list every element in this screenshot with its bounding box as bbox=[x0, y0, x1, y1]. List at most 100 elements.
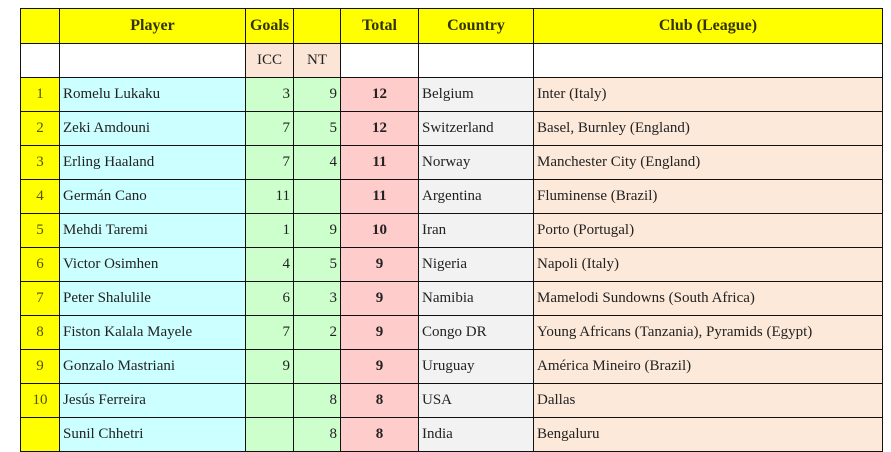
cell-country: USA bbox=[418, 383, 534, 418]
header-country: Country bbox=[418, 8, 534, 44]
cell-club: Dallas bbox=[533, 383, 883, 418]
cell-nt: 9 bbox=[293, 213, 341, 248]
cell-total: 9 bbox=[340, 281, 419, 316]
cell-rank: 10 bbox=[20, 383, 60, 418]
cell-country: Argentina bbox=[418, 179, 534, 214]
cell-icc: 1 bbox=[245, 213, 294, 248]
header-total: Total bbox=[340, 8, 419, 44]
cell-country: Uruguay bbox=[418, 349, 534, 384]
cell-total: 11 bbox=[340, 179, 419, 214]
subheader-row: ICC NT bbox=[20, 43, 883, 78]
cell-total: 12 bbox=[340, 111, 419, 146]
cell-nt: 5 bbox=[293, 111, 341, 146]
table-row: 1 Romelu Lukaku 3 9 12 Belgium Inter (Italy) bbox=[20, 77, 883, 112]
cell-icc bbox=[245, 383, 294, 418]
table-row: 3 Erling Haaland 7 4 11 Norway Manchester City… bbox=[20, 145, 883, 180]
cell-player: Erling Haaland bbox=[59, 145, 246, 180]
subheader-empty bbox=[418, 43, 534, 78]
cell-country: Belgium bbox=[418, 77, 534, 112]
cell-club: Bengaluru bbox=[533, 417, 883, 452]
cell-country: Norway bbox=[418, 145, 534, 180]
cell-club: América Mineiro (Brazil) bbox=[533, 349, 883, 384]
cell-rank: 1 bbox=[20, 77, 60, 112]
subheader-empty bbox=[340, 43, 419, 78]
cell-club: Basel, Burnley (England) bbox=[533, 111, 883, 146]
header-goals-2 bbox=[293, 8, 341, 44]
header-goals: Goals bbox=[245, 8, 294, 44]
cell-nt: 8 bbox=[293, 417, 341, 452]
table-row: Sunil Chhetri 8 8 India Bengaluru bbox=[20, 417, 883, 452]
table-row: 10 Jesús Ferreira 8 8 USA Dallas bbox=[20, 383, 883, 418]
table-row: 7 Peter Shalulile 6 3 9 Namibia Mamelodi Sundo… bbox=[20, 281, 883, 316]
cell-rank: 5 bbox=[20, 213, 60, 248]
cell-total: 10 bbox=[340, 213, 419, 248]
cell-player: Mehdi Taremi bbox=[59, 213, 246, 248]
cell-total: 8 bbox=[340, 417, 419, 452]
cell-country: Namibia bbox=[418, 281, 534, 316]
cell-icc: 7 bbox=[245, 145, 294, 180]
cell-total: 9 bbox=[340, 349, 419, 384]
cell-rank: 3 bbox=[20, 145, 60, 180]
table-row: 2 Zeki Amdouni 7 5 12 Switzerland Basel, Burnl… bbox=[20, 111, 883, 146]
cell-icc: 9 bbox=[245, 349, 294, 384]
cell-club: Porto (Portugal) bbox=[533, 213, 883, 248]
table-row: 5 Mehdi Taremi 1 9 10 Iran Porto (Portugal) bbox=[20, 213, 883, 248]
cell-player: Sunil Chhetri bbox=[59, 417, 246, 452]
subheader-icc: ICC bbox=[245, 43, 294, 78]
header-player: Player bbox=[59, 8, 246, 44]
cell-country: India bbox=[418, 417, 534, 452]
cell-total: 12 bbox=[340, 77, 419, 112]
cell-icc: 3 bbox=[245, 77, 294, 112]
cell-rank: 6 bbox=[20, 247, 60, 282]
cell-country: Nigeria bbox=[418, 247, 534, 282]
cell-rank: 2 bbox=[20, 111, 60, 146]
cell-nt: 3 bbox=[293, 281, 341, 316]
cell-nt bbox=[293, 179, 341, 214]
table-row: 8 Fiston Kalala Mayele 7 2 9 Congo DR Young Af… bbox=[20, 315, 883, 350]
cell-player: Gonzalo Mastriani bbox=[59, 349, 246, 384]
subheader-nt: NT bbox=[293, 43, 341, 78]
cell-club: Mamelodi Sundowns (South Africa) bbox=[533, 281, 883, 316]
cell-player: Zeki Amdouni bbox=[59, 111, 246, 146]
cell-icc: 11 bbox=[245, 179, 294, 214]
cell-icc: 6 bbox=[245, 281, 294, 316]
header-row: Player Goals Total Country Club (League) bbox=[20, 8, 883, 44]
cell-nt: 4 bbox=[293, 145, 341, 180]
cell-total: 9 bbox=[340, 247, 419, 282]
header-rank bbox=[20, 8, 60, 44]
cell-rank: 8 bbox=[20, 315, 60, 350]
cell-nt: 2 bbox=[293, 315, 341, 350]
cell-nt bbox=[293, 349, 341, 384]
cell-club: Inter (Italy) bbox=[533, 77, 883, 112]
cell-country: Switzerland bbox=[418, 111, 534, 146]
cell-player: Romelu Lukaku bbox=[59, 77, 246, 112]
cell-rank bbox=[20, 417, 60, 452]
table-row: 6 Victor Osimhen 4 5 9 Nigeria Napoli (Italy) bbox=[20, 247, 883, 282]
cell-icc: 4 bbox=[245, 247, 294, 282]
cell-country: Congo DR bbox=[418, 315, 534, 350]
cell-player: Peter Shalulile bbox=[59, 281, 246, 316]
subheader-empty bbox=[20, 43, 60, 78]
cell-country: Iran bbox=[418, 213, 534, 248]
table-row: 4 Germán Cano 11 11 Argentina Fluminense (Bra… bbox=[20, 179, 883, 214]
cell-total: 9 bbox=[340, 315, 419, 350]
cell-club: Napoli (Italy) bbox=[533, 247, 883, 282]
cell-total: 11 bbox=[340, 145, 419, 180]
cell-club: Fluminense (Brazil) bbox=[533, 179, 883, 214]
cell-rank: 4 bbox=[20, 179, 60, 214]
cell-club: Manchester City (England) bbox=[533, 145, 883, 180]
cell-player: Victor Osimhen bbox=[59, 247, 246, 282]
cell-total: 8 bbox=[340, 383, 419, 418]
cell-club: Young Africans (Tanzania), Pyramids (Egy… bbox=[533, 315, 883, 350]
cell-icc: 7 bbox=[245, 111, 294, 146]
cell-icc bbox=[245, 417, 294, 452]
cell-player: Germán Cano bbox=[59, 179, 246, 214]
subheader-empty bbox=[59, 43, 246, 78]
cell-player: Fiston Kalala Mayele bbox=[59, 315, 246, 350]
subheader-empty bbox=[533, 43, 883, 78]
cell-player: Jesús Ferreira bbox=[59, 383, 246, 418]
cell-icc: 7 bbox=[245, 315, 294, 350]
cell-rank: 9 bbox=[20, 349, 60, 384]
cell-rank: 7 bbox=[20, 281, 60, 316]
cell-nt: 5 bbox=[293, 247, 341, 282]
